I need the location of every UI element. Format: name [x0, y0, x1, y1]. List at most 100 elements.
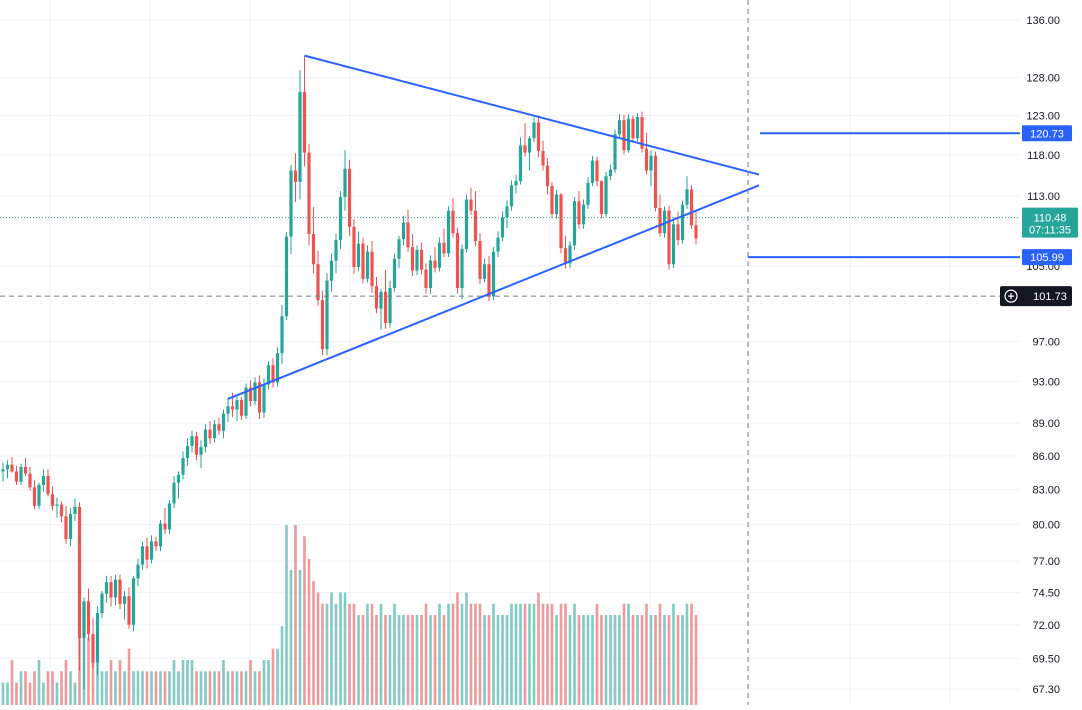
candle-body	[604, 176, 608, 215]
candle-body	[271, 365, 275, 383]
candle-body	[325, 280, 329, 350]
tick-label: 97.00	[1032, 336, 1060, 348]
candle-body	[460, 248, 464, 288]
volume-bar	[613, 615, 617, 705]
candle-body	[167, 503, 172, 530]
volume-bar	[582, 615, 585, 705]
candle-body	[289, 170, 293, 237]
candle-body	[365, 251, 370, 279]
trendline-resistance[interactable]	[304, 54, 760, 176]
volume-bar	[645, 603, 648, 705]
candle-body	[154, 541, 158, 547]
candle-body	[649, 155, 653, 171]
candle-body	[46, 475, 50, 495]
volume-bar	[555, 615, 558, 705]
trendline-support[interactable]	[227, 184, 760, 400]
tick-label: 118.00	[1027, 150, 1060, 162]
volume-bar	[411, 615, 414, 705]
volume-bar	[514, 603, 518, 705]
candle-body	[77, 506, 82, 639]
volume-bar	[433, 615, 437, 705]
volume-bar	[145, 671, 149, 705]
candle-body	[50, 494, 55, 506]
tick-label: 67.30	[1032, 684, 1060, 696]
volume-bar	[663, 615, 666, 705]
volume-bar	[447, 603, 450, 705]
candle-body	[235, 400, 239, 410]
volume-bar	[438, 603, 441, 705]
tick-label: 93.00	[1032, 376, 1060, 388]
volume-bar	[483, 615, 486, 705]
volume-bar	[37, 660, 41, 705]
candle-body	[113, 579, 118, 598]
candle-body	[122, 596, 127, 604]
volume-bar	[384, 615, 387, 705]
countdown-timer: 07:11:35	[1029, 225, 1071, 237]
crosshair-price-label: 101.73	[1000, 286, 1072, 307]
volume-bar	[114, 671, 117, 705]
line-price-label-text: 120.73	[1030, 128, 1064, 140]
volume-bar	[460, 603, 464, 705]
volume-bar	[370, 603, 374, 705]
volume-bar	[330, 592, 333, 705]
volume-bar	[456, 592, 459, 705]
candle-body	[352, 226, 356, 267]
price-axis[interactable]: 136.00128.00123.00118.00113.00105.0097.0…	[1026, 15, 1060, 696]
candle-body	[676, 224, 680, 241]
volume-bar	[451, 603, 455, 705]
candle-body	[266, 365, 271, 385]
volume-bar	[577, 615, 581, 705]
volume-bar	[618, 615, 621, 705]
drawings[interactable]	[0, 0, 1020, 705]
candle-body	[478, 240, 482, 279]
volume-bar	[636, 615, 639, 705]
candle-body	[284, 236, 289, 317]
candle-body	[320, 300, 325, 350]
volume-bar	[195, 671, 198, 705]
candle-body	[221, 413, 226, 431]
volume-bar	[235, 671, 239, 705]
candle-body	[482, 264, 487, 279]
volume-bar	[127, 648, 131, 705]
candle-body	[208, 429, 212, 439]
volume-bar	[487, 615, 491, 705]
volume-bar	[262, 660, 266, 705]
volume-bar	[10, 660, 14, 705]
candle-body	[95, 612, 100, 663]
candle-body	[118, 579, 122, 604]
candle-body	[680, 204, 685, 241]
candle-body	[397, 239, 401, 259]
volume-bar	[573, 603, 576, 705]
candle-body	[437, 242, 442, 268]
candle-body	[451, 210, 455, 234]
volume-bar	[258, 671, 261, 705]
candle-body	[388, 287, 392, 323]
volume-bar	[64, 660, 68, 705]
volume-bar	[496, 615, 500, 705]
candle-body	[361, 243, 365, 279]
candle-body	[172, 482, 176, 504]
volume-bar	[118, 660, 122, 705]
plus-circle-icon[interactable]	[1004, 289, 1018, 303]
candle-body	[28, 473, 32, 488]
tick-label: 83.00	[1032, 485, 1060, 497]
candle-body	[73, 506, 77, 514]
volume-bar	[87, 637, 90, 705]
candle-body	[644, 148, 649, 171]
volume-bar	[631, 615, 635, 705]
volume-bar	[690, 603, 693, 705]
candle-body	[14, 471, 19, 482]
candle-body	[226, 406, 230, 414]
candle-body	[505, 206, 509, 218]
volume-bar	[231, 671, 234, 705]
volume-bar	[379, 603, 383, 705]
volume-bar	[6, 682, 9, 705]
candle-body	[32, 487, 37, 506]
candle-body	[163, 523, 167, 530]
tick-label: 113.00	[1027, 191, 1060, 203]
tick-label: 128.00	[1026, 73, 1060, 85]
volume-bar	[339, 592, 342, 705]
